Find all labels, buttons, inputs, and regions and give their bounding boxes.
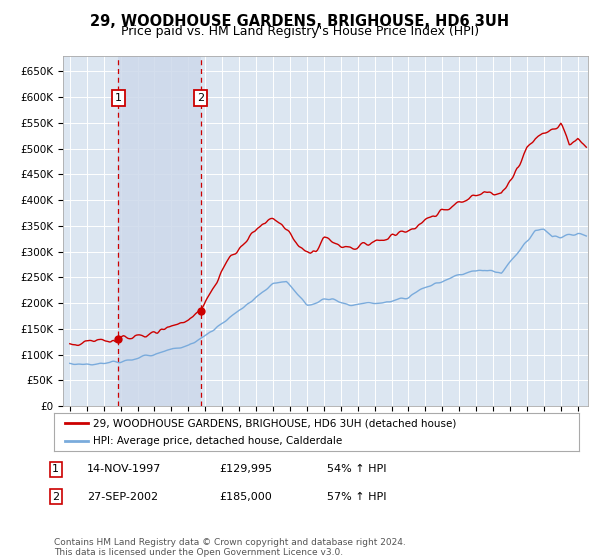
Text: 29, WOODHOUSE GARDENS, BRIGHOUSE, HD6 3UH (detached house): 29, WOODHOUSE GARDENS, BRIGHOUSE, HD6 3U… xyxy=(94,418,457,428)
Text: 2: 2 xyxy=(197,93,204,103)
Text: 14-NOV-1997: 14-NOV-1997 xyxy=(87,464,161,474)
Text: 1: 1 xyxy=(52,464,59,474)
Text: Contains HM Land Registry data © Crown copyright and database right 2024.
This d: Contains HM Land Registry data © Crown c… xyxy=(54,538,406,557)
Text: £185,000: £185,000 xyxy=(219,492,272,502)
Text: 2: 2 xyxy=(52,492,59,502)
Text: 57% ↑ HPI: 57% ↑ HPI xyxy=(327,492,386,502)
Text: Price paid vs. HM Land Registry's House Price Index (HPI): Price paid vs. HM Land Registry's House … xyxy=(121,25,479,38)
Text: 29, WOODHOUSE GARDENS, BRIGHOUSE, HD6 3UH: 29, WOODHOUSE GARDENS, BRIGHOUSE, HD6 3U… xyxy=(91,14,509,29)
Text: 27-SEP-2002: 27-SEP-2002 xyxy=(87,492,158,502)
Text: HPI: Average price, detached house, Calderdale: HPI: Average price, detached house, Cald… xyxy=(94,436,343,446)
Text: £129,995: £129,995 xyxy=(219,464,272,474)
Text: 1: 1 xyxy=(115,93,122,103)
Bar xyxy=(118,56,200,406)
Text: 54% ↑ HPI: 54% ↑ HPI xyxy=(327,464,386,474)
